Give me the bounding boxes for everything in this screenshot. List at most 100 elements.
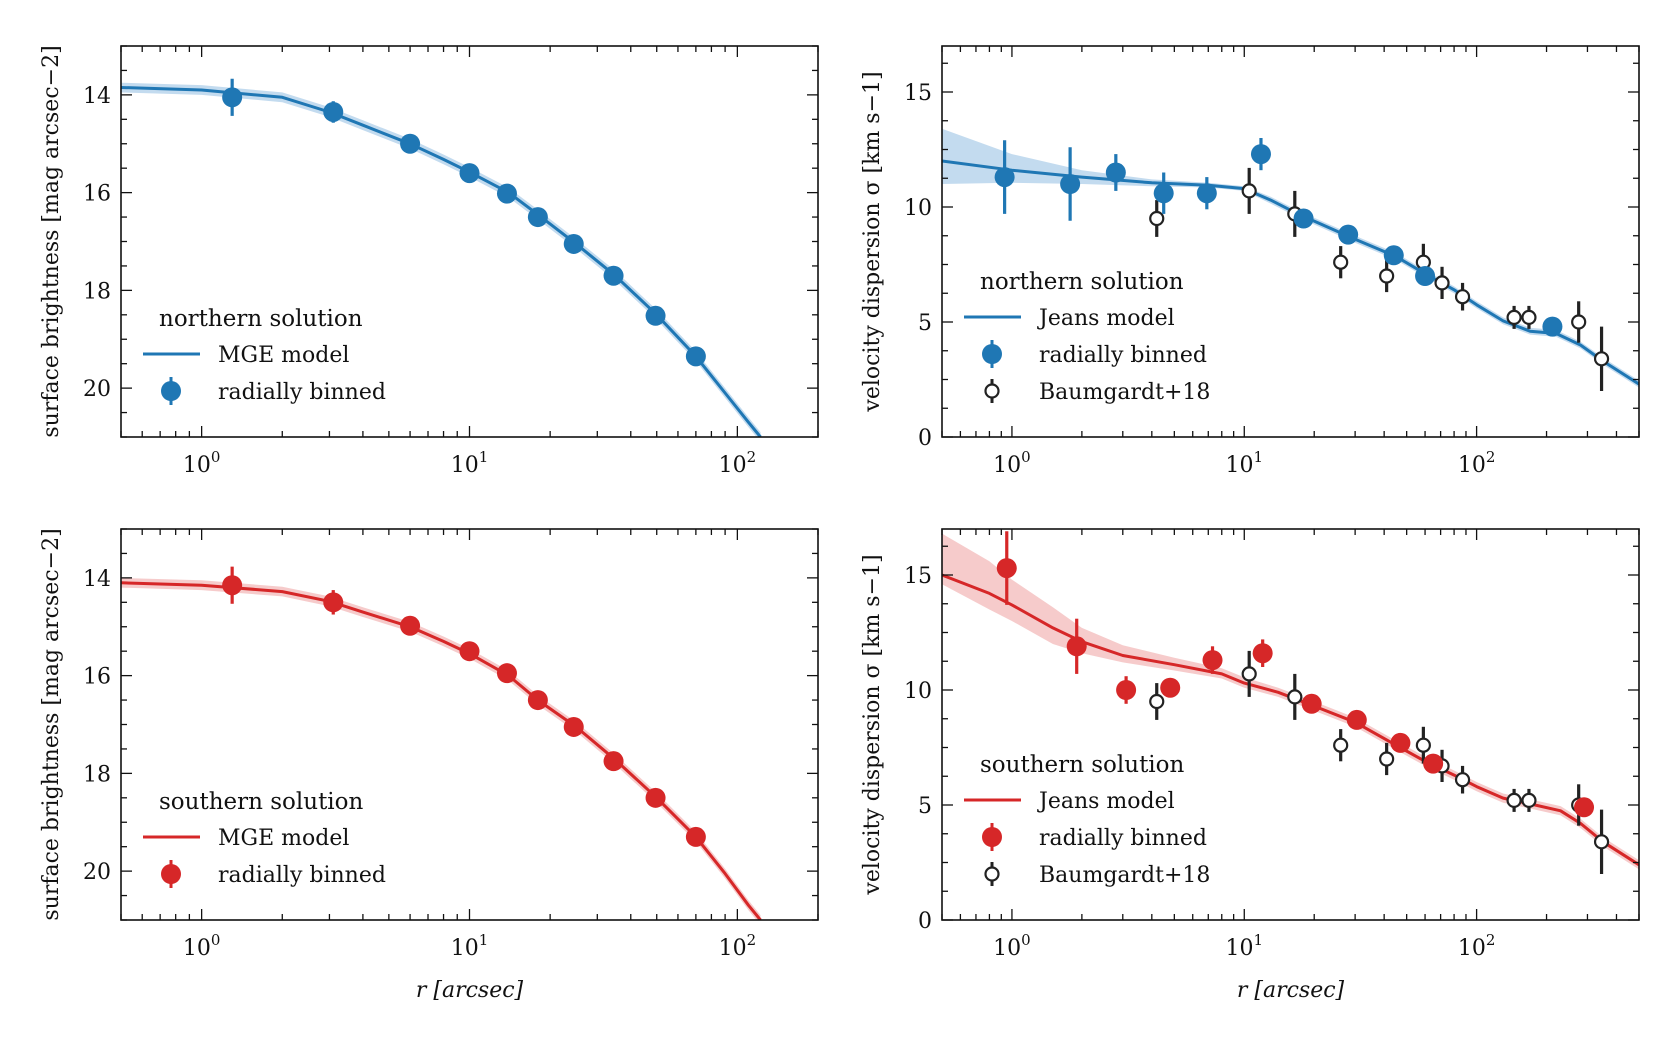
binned-marker (222, 87, 243, 108)
binned-point (459, 641, 480, 662)
x-tick-exponent: 2 (1486, 448, 1496, 466)
baumgardt-point (1521, 305, 1537, 329)
x-tick-label: 101 (451, 448, 489, 478)
legend-line-label: MGE model (218, 826, 349, 851)
baumgardt-marker (1241, 666, 1257, 682)
binned-marker (1383, 245, 1404, 266)
baumgardt-marker (1506, 309, 1522, 325)
baumgardt-marker (1434, 275, 1450, 291)
y-tick-label: 18 (83, 279, 111, 304)
x-tick-exponent: 2 (747, 448, 757, 466)
baumgardt-point (1149, 200, 1165, 237)
model-uncertainty-band (121, 577, 761, 920)
x-tick-exponent: 0 (211, 931, 221, 949)
binned-point (1105, 154, 1126, 191)
baumgardt-point (1521, 788, 1537, 812)
binned-marker (685, 826, 706, 847)
baumgardt-marker (1379, 751, 1395, 767)
binned-marker (563, 233, 584, 254)
legend: northern solution Jeans model radially bin… (964, 269, 1210, 405)
baumgardt-point (1593, 809, 1610, 874)
x-tick-exponent: 0 (211, 448, 221, 466)
legend-title: southern solution (159, 789, 364, 815)
y-tick-label: 14 (83, 84, 111, 109)
y-tick-label: 5 (918, 794, 932, 819)
binned-marker (323, 101, 344, 122)
baumgardt-marker (1415, 737, 1431, 753)
binned-marker (1252, 643, 1273, 664)
x-tick-exponent: 1 (1253, 448, 1263, 466)
legend-line-label: Jeans model (1037, 789, 1175, 814)
x-tick-label: 102 (719, 931, 757, 961)
binned-marker (1338, 224, 1359, 245)
legend-point-swatch (161, 381, 181, 401)
binned-point (994, 140, 1015, 214)
binned-marker (459, 163, 480, 184)
x-tick-exponent: 1 (479, 931, 489, 949)
binned-point (1390, 732, 1411, 753)
legend: northern solution MGE model radially binne… (143, 306, 386, 405)
legend-line-label: MGE model (218, 343, 349, 368)
plot-area (942, 531, 1639, 874)
model-line (121, 581, 762, 920)
y-tick-label: 18 (83, 762, 111, 787)
binned-point (1116, 676, 1137, 704)
binned-marker (459, 641, 480, 662)
tick-marks (120, 45, 819, 438)
baumgardt-point (1379, 742, 1395, 776)
x-tick-mantissa: 10 (451, 453, 479, 478)
x-tick-mantissa: 10 (183, 936, 211, 961)
x-tick-mantissa: 10 (1458, 936, 1486, 961)
model-uncertainty-band (942, 128, 1639, 388)
binned-point (685, 826, 706, 847)
x-tick-mantissa: 10 (1225, 453, 1253, 478)
binned-marker (603, 265, 624, 286)
x-tick-mantissa: 10 (183, 453, 211, 478)
binned-marker (222, 575, 243, 596)
y-tick-label: 20 (83, 377, 111, 402)
binned-marker (1060, 174, 1081, 194)
x-tick-label: 101 (1225, 448, 1263, 478)
x-tick-label: 100 (993, 931, 1031, 961)
baumgardt-point (1571, 301, 1587, 343)
binned-marker (685, 346, 706, 367)
legend-baum-swatch (984, 866, 1000, 882)
binned-point (685, 346, 706, 367)
binned-point (1196, 177, 1217, 210)
binned-point (1153, 172, 1174, 214)
binned-point (496, 183, 517, 204)
tick-marks (941, 46, 1640, 438)
y-tick-label: 16 (83, 182, 111, 207)
legend-point-swatch (982, 344, 1002, 364)
x-tick-label: 100 (183, 931, 221, 961)
baumgardt-marker (1454, 289, 1471, 305)
baumgardt-point (1593, 326, 1610, 391)
binned-marker (563, 716, 584, 737)
baumgardt-marker (1149, 693, 1165, 710)
binned-marker (1066, 636, 1087, 657)
binned-point (1383, 245, 1404, 266)
baumgardt-marker (1571, 314, 1587, 330)
baumgardt-point (1454, 282, 1471, 311)
baumgardt-marker (1241, 183, 1257, 199)
y-tick-label: 20 (83, 860, 111, 885)
x-tick-exponent: 1 (1253, 931, 1263, 949)
plot-area (121, 78, 762, 437)
binned-marker (323, 592, 344, 613)
binned-point (1338, 224, 1359, 245)
binned-point (645, 305, 666, 326)
binned-point (1252, 639, 1273, 667)
binned-marker (400, 133, 421, 154)
baumgardt-marker (1287, 689, 1303, 705)
binned-marker (1116, 680, 1137, 700)
legend-points-label: radially binned (218, 863, 386, 888)
x-tick-exponent: 2 (747, 931, 757, 949)
y-axis-label: velocity dispersion σ [km s−1] (860, 71, 885, 412)
binned-marker (1301, 693, 1322, 714)
binned-point (323, 101, 344, 123)
binned-point (1160, 677, 1181, 698)
x-tick-mantissa: 10 (993, 936, 1021, 961)
baumgardt-marker (1333, 737, 1349, 753)
